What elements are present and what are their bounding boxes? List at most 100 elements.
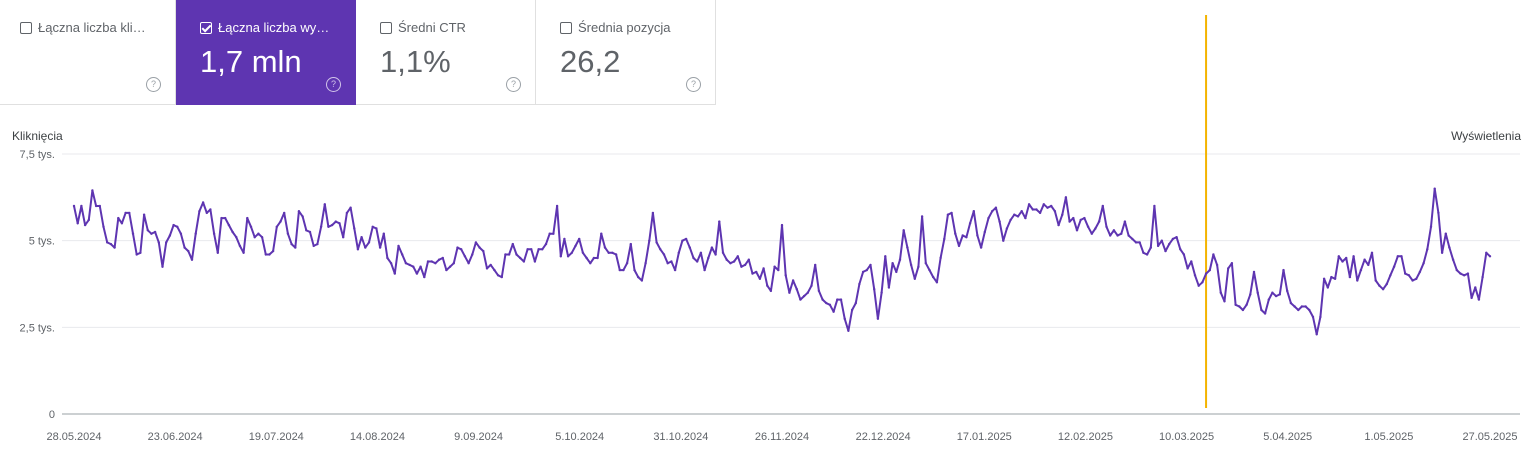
data-point [684,237,688,241]
data-point [1289,301,1293,305]
data-point [843,317,846,320]
data-point [1160,239,1164,242]
metric-card-position[interactable]: Średnia pozycja 26,2 ? [536,0,716,105]
data-point [979,246,983,249]
data-point [1046,206,1049,209]
data-point [954,232,957,235]
help-icon[interactable]: ? [686,77,701,92]
data-point [692,256,695,260]
data-point [755,270,758,274]
data-point [1374,279,1377,282]
metric-card-clicks[interactable]: Łączna liczba klik… ? [0,0,176,105]
data-point [659,248,662,251]
data-point [1315,333,1318,336]
data-point [87,218,91,222]
data-point [935,281,939,284]
data-point [1470,296,1473,300]
data-point [1459,272,1462,275]
y-tick-labels: 0 2,5 tys. 5 tys. 7,5 tys. [20,149,55,421]
data-point [651,211,655,215]
data-point [1444,232,1448,235]
data-point [1031,208,1035,211]
help-icon[interactable]: ? [146,77,161,92]
data-point [519,256,522,260]
data-point [544,242,548,246]
data-point [780,223,784,227]
data-point [106,241,109,244]
data-point [1326,286,1330,289]
data-point [507,253,511,256]
data-point [1488,255,1492,258]
data-point [1064,196,1068,199]
data-point [356,248,360,251]
data-point [740,265,743,268]
data-point [205,211,208,215]
x-tick-label: 19.07.2024 [249,431,304,443]
data-point [1370,251,1374,254]
data-point [895,270,898,274]
help-icon[interactable]: ? [506,77,521,92]
data-point [1201,281,1204,284]
data-point [172,223,175,227]
data-point [725,258,728,261]
data-point [965,236,968,239]
data-point [493,268,496,272]
data-point [279,220,282,223]
data-point [80,204,83,208]
data-point [330,223,334,227]
x-tick-label: 27.05.2025 [1462,431,1517,443]
data-point [1156,244,1160,248]
data-point [850,308,854,312]
data-point [327,225,330,228]
help-icon[interactable]: ? [326,77,341,92]
data-point [165,241,168,244]
data-point [1260,308,1263,312]
data-point [504,253,507,256]
data-point [345,211,349,215]
data-point [467,262,470,265]
data-point [991,210,994,213]
data-point [1396,255,1400,258]
data-point [404,262,408,265]
data-point [795,288,798,291]
data-point [176,225,179,228]
data-point [898,258,902,261]
data-point [648,239,651,242]
data-point [968,222,972,225]
checkbox-icon[interactable] [560,22,572,34]
data-point [681,239,684,242]
data-point [319,225,323,228]
data-point [718,220,721,223]
data-point [1094,227,1097,230]
data-point [271,249,275,253]
data-point [913,277,916,280]
data-point [928,268,931,272]
checkbox-icon[interactable] [20,22,32,34]
x-tick-label: 5.10.2024 [555,431,604,443]
data-point [412,265,415,268]
data-point [1009,218,1012,222]
data-point [1440,251,1444,254]
data-point [209,208,212,211]
data-point [1116,234,1119,237]
data-point [1053,210,1057,213]
metric-card-ctr[interactable]: Średni CTR 1,1% ? [356,0,536,105]
data-point [957,244,961,248]
data-point [1400,255,1403,258]
metric-card-impressions[interactable]: Łączna liczba wy… 1,7 mln ? [176,0,356,105]
y-tick-label: 0 [49,409,55,421]
checkbox-icon[interactable] [380,22,392,34]
data-point [1367,263,1370,267]
data-point [1293,305,1296,308]
data-point [884,255,887,258]
checkbox-checked-icon[interactable] [200,22,212,34]
data-point [1145,253,1149,256]
data-point [1083,216,1086,220]
data-point [526,248,529,251]
data-point [1127,234,1130,237]
data-point [1197,284,1200,287]
data-point [566,255,570,258]
data-point [198,210,201,213]
data-point [1245,303,1248,306]
data-point [1330,275,1333,279]
